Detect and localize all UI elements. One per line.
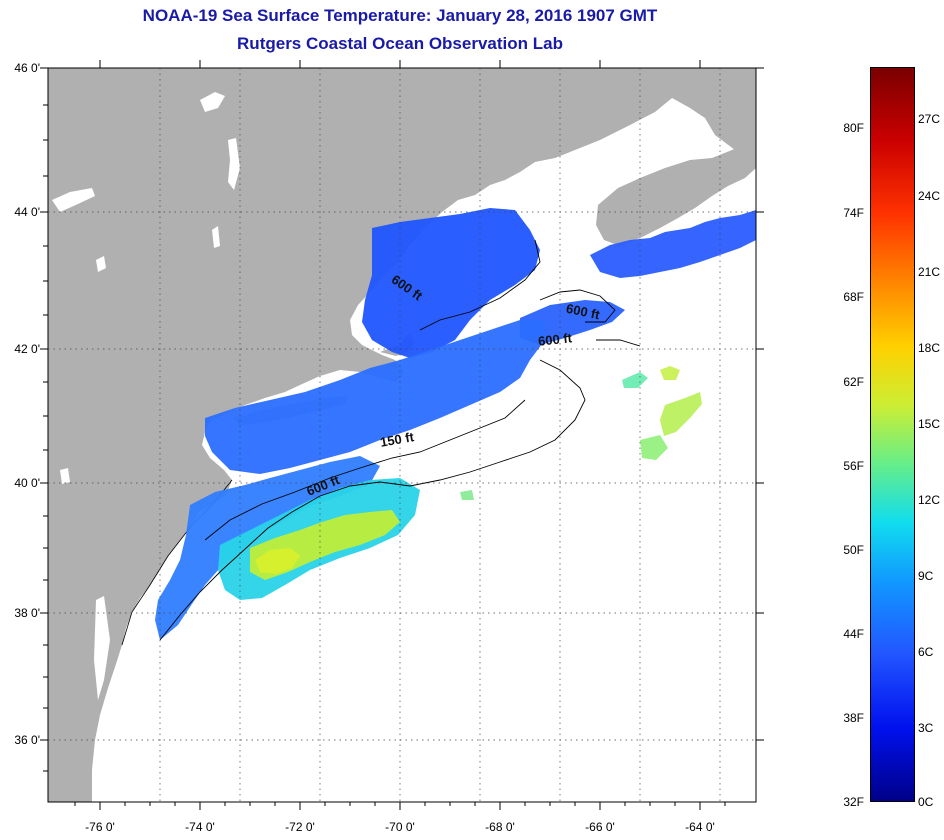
map-subtitle: Rutgers Coastal Ocean Observation Lab <box>237 34 563 53</box>
lon-label-76: -76 0' <box>85 820 115 834</box>
bathymetry-contours <box>159 239 641 641</box>
lat-label-46: 46 0' <box>14 61 40 75</box>
sst-offshore-patch-3 <box>622 372 648 388</box>
lon-label-70: -70 0' <box>385 820 415 834</box>
colorbar-label-56f: 56F <box>843 459 864 473</box>
lat-label-44: 44 0' <box>14 205 40 219</box>
colorbar-label-50f: 50F <box>843 543 864 557</box>
lon-label-64: -64 0' <box>685 820 715 834</box>
land-nova-scotia <box>596 140 756 246</box>
colorbar-label-18c: 18C <box>918 341 941 355</box>
sst-offshore-patch-4 <box>640 435 668 460</box>
colorbar-label-38f: 38F <box>843 711 864 725</box>
sst-colorbar <box>870 67 915 802</box>
colorbar-label-68f: 68F <box>843 290 864 304</box>
sst-offshore-patch-2 <box>660 366 680 380</box>
lakes <box>52 92 240 700</box>
map-title: NOAA-19 Sea Surface Temperature: January… <box>142 6 658 25</box>
land-mainland <box>48 68 756 802</box>
sst-southern-new-england <box>205 320 545 474</box>
colorbar-label-3c: 3C <box>918 721 934 735</box>
lat-label-38: 38 0' <box>14 606 40 620</box>
sst-mid-atlantic-bight <box>155 456 380 640</box>
colorbar-label-32f: 32F <box>843 795 864 809</box>
lon-label-72: -72 0' <box>285 820 315 834</box>
graticule <box>48 68 756 802</box>
colorbar-label-44f: 44F <box>843 627 864 641</box>
colorbar-label-15c: 15C <box>918 417 941 431</box>
colorbar-label-9c: 9C <box>918 569 934 583</box>
lat-label-36: 36 0' <box>14 733 40 747</box>
lat-label-42: 42 0' <box>14 342 40 356</box>
colorbar-label-6c: 6C <box>918 645 934 659</box>
lon-label-68: -68 0' <box>485 820 515 834</box>
sst-georges-bank <box>520 300 625 345</box>
colorbar-label-62f: 62F <box>843 375 864 389</box>
plot-frame <box>47 67 757 803</box>
colorbar-label-80f: 80F <box>843 121 864 135</box>
sst-offshore-patch-1 <box>660 392 702 436</box>
lat-label-40: 40 0' <box>14 476 40 490</box>
sst-offshore-patch-5 <box>460 490 474 500</box>
colorbar-label-21c: 21C <box>918 265 941 279</box>
colorbar-label-0c: 0C <box>918 795 934 809</box>
sst-warm-patch <box>255 548 300 574</box>
sst-scotian-shelf <box>590 210 756 278</box>
axis-ticks <box>40 60 764 810</box>
sst-gulf-of-maine <box>362 208 540 358</box>
lon-label-66: -66 0' <box>585 820 615 834</box>
colorbar-label-74f: 74F <box>843 206 864 220</box>
colorbar-label-24c: 24C <box>918 189 941 203</box>
colorbar-label-12c: 12C <box>918 493 941 507</box>
colorbar-label-27c: 27C <box>918 112 941 126</box>
lon-label-74: -74 0' <box>185 820 215 834</box>
